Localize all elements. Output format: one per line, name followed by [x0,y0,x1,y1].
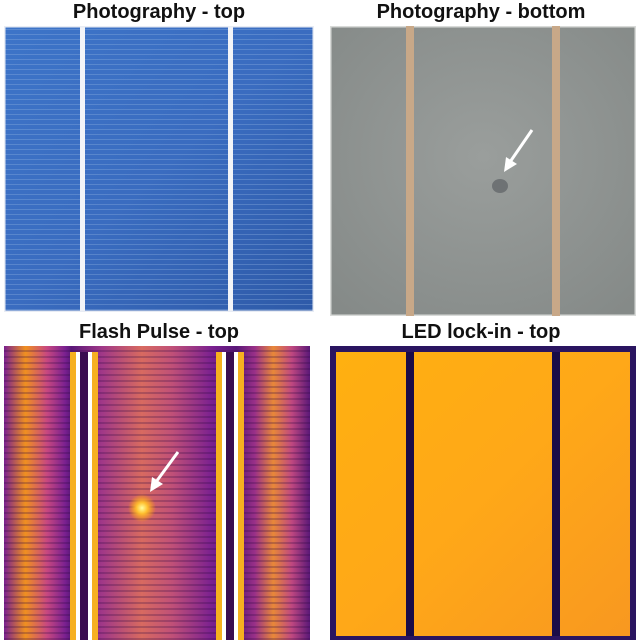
busbar [406,26,414,316]
defect-arrow-icon [150,451,180,492]
defect-arrow-icon [504,129,534,172]
busbar [552,26,560,316]
caption-photography-bottom: Photography - bottom [376,1,586,23]
busbar-thermal [70,352,98,640]
busbar-thermal [216,352,244,640]
solar-cell-bottom-photo [330,26,636,316]
busbar [552,352,560,636]
solar-cell-top-photo [4,26,314,312]
busbar [80,26,85,312]
busbar [406,352,414,636]
caption-flash-pulse-top: Flash Pulse - top [78,321,240,343]
caption-photography-top: Photography - top [72,1,246,23]
caption-led-lockin-top: LED lock-in - top [401,321,561,343]
defect-spot [492,179,508,193]
busbar [228,26,233,312]
led-lockin-thermal-image [330,346,636,640]
flash-pulse-thermal-image [4,346,310,640]
hot-spot [128,494,156,522]
